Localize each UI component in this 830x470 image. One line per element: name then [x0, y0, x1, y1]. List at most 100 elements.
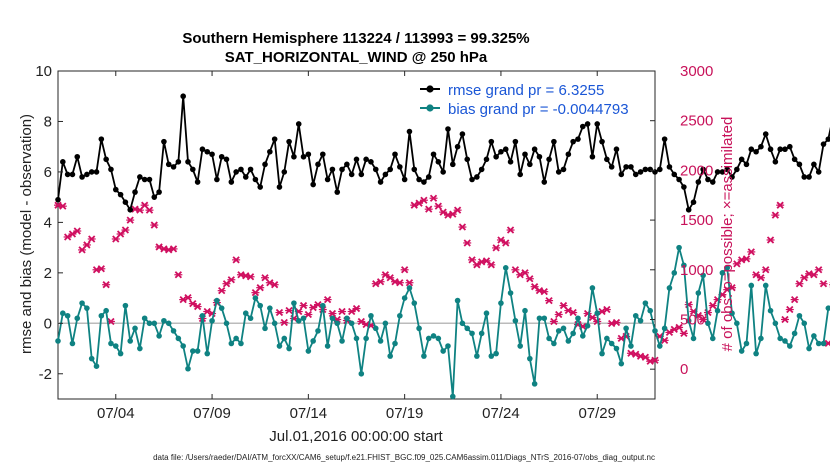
obs-point [121, 226, 130, 234]
rmse-point [743, 161, 750, 168]
rmse-point [137, 174, 143, 180]
chart-title-line2: SAT_HORIZONTAL_WIND @ 250 hPa [225, 49, 488, 66]
rmse-point [416, 176, 422, 183]
bias-point [69, 340, 76, 347]
bias-point [512, 317, 519, 324]
legend-rmse-label: rmse grand pr = 6.3255 [448, 82, 604, 99]
x-tick-label: 07/29 [578, 405, 616, 422]
rmse-point [599, 138, 605, 145]
bias-point [575, 315, 581, 322]
rmse-point [315, 161, 321, 168]
rmse-point [122, 199, 129, 205]
obs-point [766, 236, 775, 244]
rmse-point [132, 189, 138, 195]
bias-point [493, 350, 499, 357]
rmse-point [161, 138, 167, 145]
bias-point [787, 343, 793, 349]
bias-point [194, 348, 201, 354]
rmse-point [546, 156, 552, 163]
obs-point [183, 293, 192, 302]
rmse-point [820, 141, 827, 147]
bias-point [310, 338, 316, 344]
bias-point [676, 244, 682, 251]
bias-point [281, 335, 288, 342]
rmse-point [344, 161, 350, 168]
bias-point [536, 315, 543, 322]
rmse-point [392, 151, 398, 158]
rmse-point [811, 161, 817, 168]
rmse-point [406, 128, 413, 135]
obs-point [458, 223, 467, 231]
bias-point [425, 335, 432, 342]
bias-point [64, 312, 71, 319]
bias-point [416, 325, 422, 332]
rmse-point [146, 176, 153, 183]
rmse-point [194, 179, 201, 185]
obs-point [554, 310, 563, 319]
rmse-point [353, 156, 360, 163]
bias-point [156, 333, 162, 339]
bias-point [738, 348, 745, 354]
bias-point [305, 348, 312, 354]
obs-point [429, 194, 438, 202]
bias-point [363, 335, 369, 342]
rmse-point [74, 153, 81, 160]
bias-point [286, 345, 292, 352]
rmse-point [117, 191, 124, 198]
rmse-point [425, 174, 432, 180]
bias-point [796, 312, 803, 319]
rmse-point [762, 131, 769, 137]
obs-point [525, 275, 534, 283]
bias-point [594, 310, 601, 317]
rmse-point [791, 156, 798, 163]
bias-point [55, 338, 61, 344]
legend-bias-label: bias grand pr = -0.0044793 [448, 101, 629, 118]
rmse-point [787, 143, 793, 150]
rmse-point [98, 136, 105, 142]
bias-point [454, 297, 461, 304]
obs-point [419, 196, 428, 204]
bias-point [190, 348, 196, 354]
rmse-point [112, 186, 119, 193]
rmse-point [628, 164, 634, 170]
bias-point [344, 315, 350, 322]
obs-point [352, 304, 361, 313]
rmse-point [527, 161, 533, 168]
x-tick-label: 07/14 [290, 405, 328, 422]
obs-point [747, 248, 756, 256]
bias-point [84, 305, 90, 311]
rmse-point [734, 166, 740, 173]
bias-point [570, 330, 576, 337]
rmse-point [594, 121, 601, 127]
bias-point [729, 310, 735, 317]
rmse-point [570, 138, 576, 145]
bias-point [348, 320, 355, 327]
rmse-point [825, 136, 830, 142]
rmse-point [666, 164, 673, 170]
bias-series [55, 244, 830, 400]
obs-point [275, 308, 284, 317]
obs-point [501, 239, 510, 247]
plot-border [57, 70, 656, 400]
bias-point [132, 325, 138, 332]
rmse-point [218, 153, 225, 160]
rmse-point [165, 161, 172, 168]
bias-point [445, 343, 451, 349]
bias-point [79, 300, 85, 306]
rmse-point [397, 164, 403, 170]
obs-point [814, 266, 823, 274]
y-axis-label: rmse and bias (model - observation) [18, 114, 35, 354]
rmse-point [252, 176, 259, 183]
rmse-point [517, 171, 523, 178]
bias-point [522, 307, 528, 314]
rmse-point [88, 169, 95, 175]
y2-tick-label: 2000 [680, 162, 713, 179]
bias-point [161, 317, 167, 324]
y-tick-label: 10 [35, 63, 52, 80]
obs-point [73, 227, 82, 235]
rmse-point [79, 174, 85, 180]
rmse-point [551, 138, 557, 145]
bias-point [671, 270, 678, 276]
bias-point [387, 353, 394, 359]
